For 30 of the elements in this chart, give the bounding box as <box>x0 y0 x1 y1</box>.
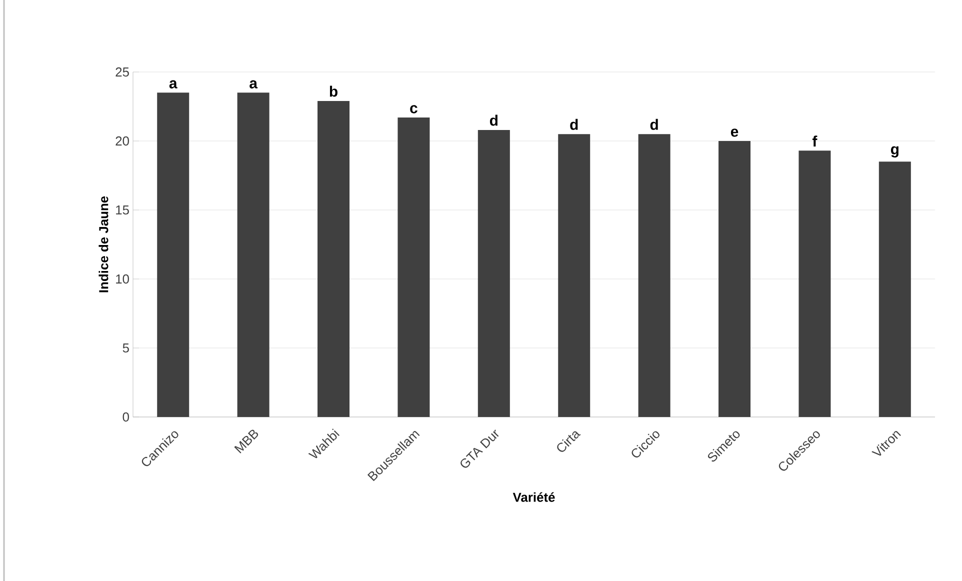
annotation: a <box>169 80 178 88</box>
bar <box>718 140 751 417</box>
bar <box>157 92 190 417</box>
bar <box>478 130 510 417</box>
x-tick-label: GTA Dur <box>460 430 499 468</box>
annotation: d <box>650 118 658 130</box>
y-tick-label: 15 <box>116 205 129 215</box>
bar <box>558 134 590 417</box>
y-axis-title: Indice de Jaune <box>98 196 108 292</box>
annotation: d <box>570 118 578 130</box>
annotation: b <box>330 86 338 97</box>
annotation: f <box>812 136 818 146</box>
y-tick-label: 20 <box>116 136 129 146</box>
bar <box>398 118 430 417</box>
bar <box>638 134 670 417</box>
bar <box>237 92 270 417</box>
y-tick-label: 0 <box>122 412 129 422</box>
bar <box>878 162 911 417</box>
annotation: c <box>410 105 418 114</box>
annotation: g <box>890 146 898 158</box>
y-tick-label: 5 <box>122 343 129 353</box>
y-tick-label: 10 <box>116 274 129 284</box>
y-tick-label: 25 <box>116 67 129 77</box>
bar <box>798 150 831 417</box>
annotation: d <box>490 114 498 126</box>
x-axis-title: Variété <box>512 492 555 502</box>
x-tick-label: Cirta <box>557 431 581 452</box>
annotation: e <box>730 128 738 137</box>
annotation: a <box>250 80 258 88</box>
bar <box>318 100 350 417</box>
